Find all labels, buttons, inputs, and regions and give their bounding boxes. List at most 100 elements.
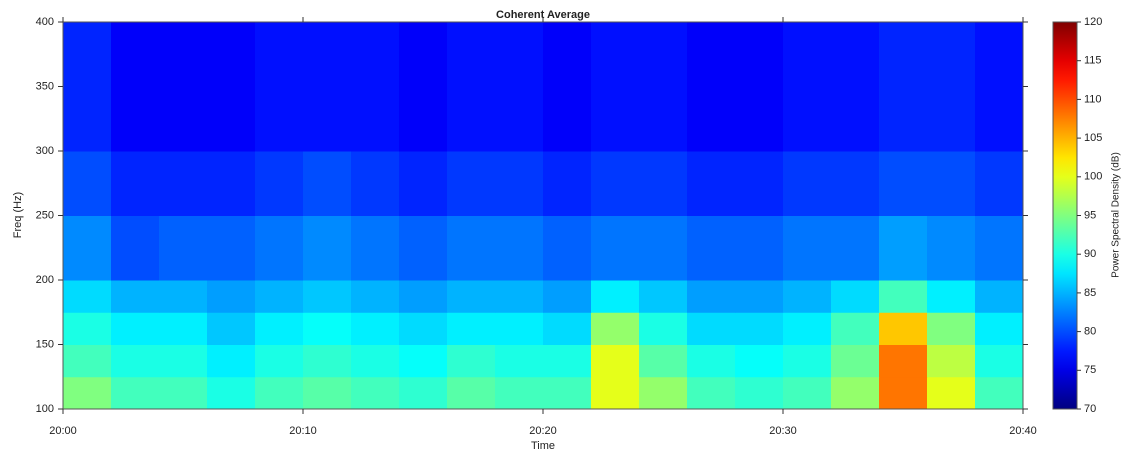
heatmap-cell (63, 216, 112, 281)
heatmap-cell (351, 377, 400, 410)
heatmap-cell (879, 345, 928, 378)
heatmap-cell (399, 312, 448, 345)
heatmap-cell (303, 377, 352, 410)
heatmap-cell (159, 377, 208, 410)
heatmap-cell (639, 345, 688, 378)
heatmap-cell (975, 312, 1024, 345)
heatmap-cell (687, 87, 736, 152)
colorbar (1053, 22, 1077, 409)
heatmap-cell (159, 151, 208, 216)
heatmap-cell (927, 345, 976, 378)
heatmap-cell (399, 151, 448, 216)
heatmap-cell (447, 345, 496, 378)
y-tick-label: 250 (36, 209, 54, 221)
heatmap-cell (399, 280, 448, 313)
heatmap-cell (975, 345, 1024, 378)
heatmap-cell (735, 87, 784, 152)
heatmap-cell (927, 280, 976, 313)
heatmap-cell (543, 151, 592, 216)
heatmap-cell (831, 280, 880, 313)
heatmap-cell (159, 280, 208, 313)
heatmap-cell (447, 216, 496, 281)
heatmap-cell (591, 377, 640, 410)
heatmap-cell (591, 345, 640, 378)
heatmap-cell (831, 87, 880, 152)
heatmap-cell (207, 345, 256, 378)
colorbar-tick-label: 85 (1084, 287, 1096, 299)
heatmap-cell (447, 280, 496, 313)
heatmap-cell (207, 22, 256, 87)
heatmap-cell (831, 377, 880, 410)
heatmap-cell (879, 151, 928, 216)
heatmap-cell (255, 345, 304, 378)
colorbar-tick-label: 100 (1084, 171, 1102, 183)
heatmap-cell (255, 22, 304, 87)
heatmap-cell (879, 22, 928, 87)
y-tick-label: 300 (36, 145, 54, 157)
heatmap-cell (639, 377, 688, 410)
colorbar-tick-label: 105 (1084, 132, 1102, 144)
heatmap-cell (687, 151, 736, 216)
heatmap-cell (159, 216, 208, 281)
heatmap-cell (783, 377, 832, 410)
heatmap-cell (303, 345, 352, 378)
y-tick-label: 100 (36, 403, 54, 415)
heatmap-cell (111, 151, 160, 216)
heatmap-cell (927, 377, 976, 410)
heatmap-cell (639, 216, 688, 281)
heatmap-cell (831, 345, 880, 378)
heatmap-cell (879, 312, 928, 345)
x-tick-label: 20:00 (49, 425, 77, 437)
heatmap-cell (159, 345, 208, 378)
heatmap-cell (303, 216, 352, 281)
heatmap-cell (207, 87, 256, 152)
heatmap-cell (783, 151, 832, 216)
heatmap-cell (591, 280, 640, 313)
colorbar-tick-label: 120 (1084, 16, 1102, 28)
heatmap-cell (687, 22, 736, 87)
heatmap-cell (111, 87, 160, 152)
heatmap-cell (975, 216, 1024, 281)
colorbar-tick-label: 115 (1084, 55, 1102, 67)
heatmap-cell (735, 151, 784, 216)
heatmap-cell (591, 312, 640, 345)
heatmap-cell (303, 87, 352, 152)
y-axis-label: Freq (Hz) (12, 192, 24, 238)
heatmap-cell (495, 216, 544, 281)
heatmap-cell (159, 312, 208, 345)
heatmap-cell (111, 312, 160, 345)
colorbar-tick-label: 70 (1084, 403, 1096, 415)
y-tick-label: 400 (36, 16, 54, 28)
heatmap-cell (543, 345, 592, 378)
heatmap-cell (783, 345, 832, 378)
heatmap-cell (351, 87, 400, 152)
heatmap-cell (351, 312, 400, 345)
heatmap-cell (975, 87, 1024, 152)
heatmap-cell (255, 377, 304, 410)
heatmap-cell (111, 22, 160, 87)
heatmap-cell (927, 22, 976, 87)
heatmap-cell (255, 280, 304, 313)
heatmap-cell (63, 280, 112, 313)
heatmap-cell (447, 312, 496, 345)
heatmap-cell (687, 377, 736, 410)
y-tick-label: 150 (36, 338, 54, 350)
heatmap-cell (111, 345, 160, 378)
heatmap-cell (879, 280, 928, 313)
heatmap-cell (639, 22, 688, 87)
heatmap-cell (495, 377, 544, 410)
heatmap-cell (735, 280, 784, 313)
heatmap-cell (543, 216, 592, 281)
heatmap-cell (351, 280, 400, 313)
heatmap-cell (975, 377, 1024, 410)
heatmap-cell (975, 22, 1024, 87)
heatmap-cell (543, 377, 592, 410)
colorbar-tick-label: 95 (1084, 209, 1096, 221)
heatmap-cell (63, 151, 112, 216)
heatmap-cell (879, 216, 928, 281)
heatmap-cell (63, 87, 112, 152)
heatmap-cell (111, 377, 160, 410)
heatmap-cell (831, 312, 880, 345)
heatmap-cell (735, 345, 784, 378)
heatmap-cell (495, 312, 544, 345)
